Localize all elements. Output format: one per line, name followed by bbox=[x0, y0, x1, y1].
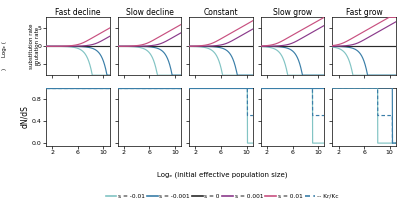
Y-axis label: dN/dS: dN/dS bbox=[20, 105, 29, 128]
Y-axis label: substitution rate
mutation rate: substitution rate mutation rate bbox=[29, 23, 40, 69]
Title: Slow decline: Slow decline bbox=[126, 8, 174, 17]
Title: Fast grow: Fast grow bbox=[346, 8, 382, 17]
Legend: s = -0.01, s = -0.001, s = 0, s = 0.001, s = 0.01, -- Kr/Kc: s = -0.01, s = -0.001, s = 0, s = 0.001,… bbox=[103, 191, 341, 201]
Text: Logₑ (: Logₑ ( bbox=[2, 41, 7, 57]
Text: ): ) bbox=[2, 68, 7, 70]
Title: Slow grow: Slow grow bbox=[273, 8, 312, 17]
Title: Fast decline: Fast decline bbox=[55, 8, 101, 17]
Text: Logₑ (initial effective population size): Logₑ (initial effective population size) bbox=[157, 171, 287, 178]
Title: Constant: Constant bbox=[204, 8, 238, 17]
